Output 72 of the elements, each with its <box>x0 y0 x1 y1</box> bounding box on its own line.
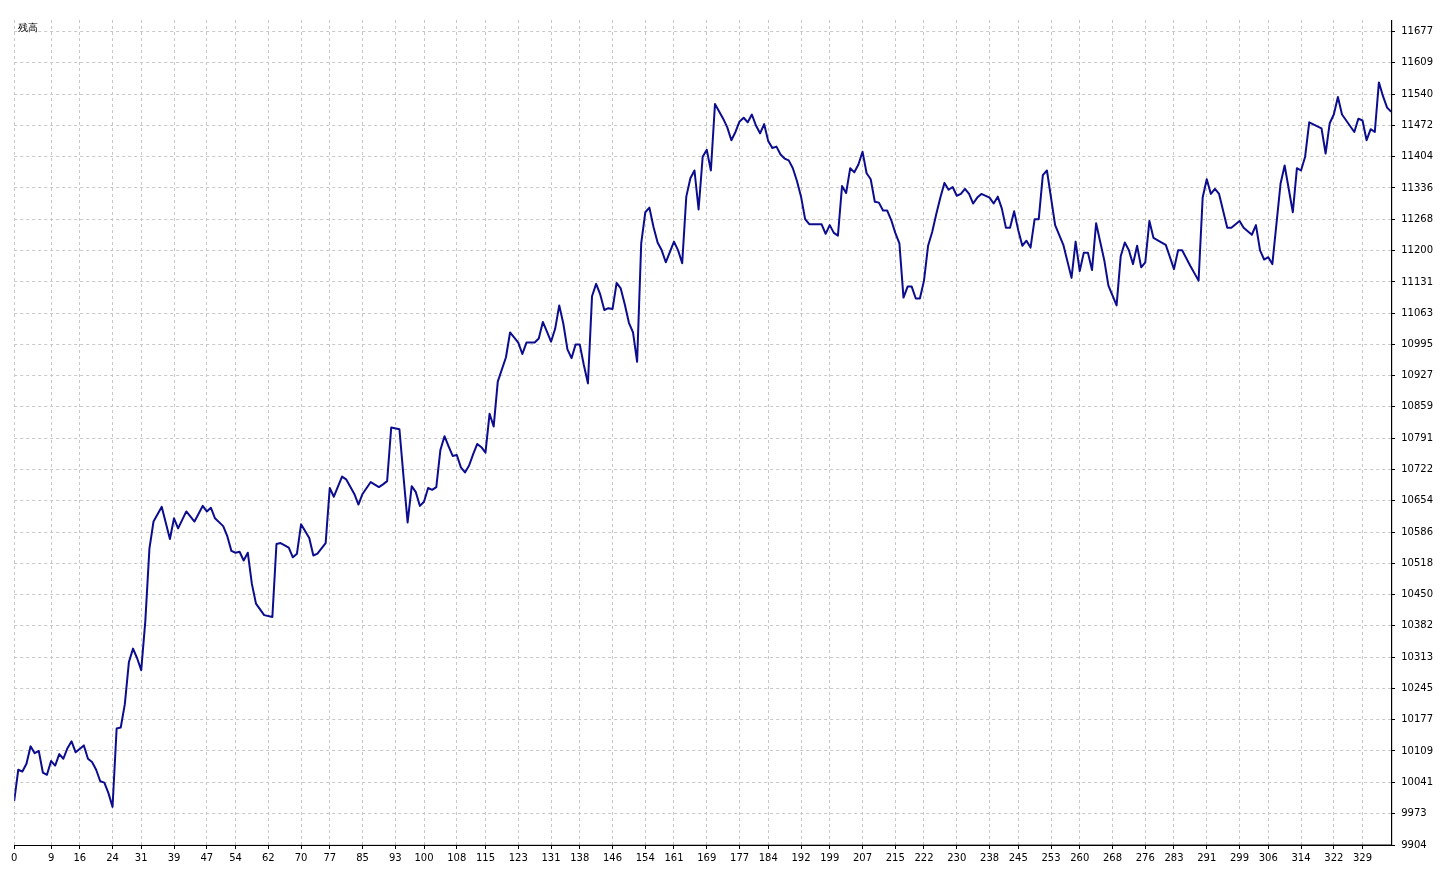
x-tick-label: 54 <box>229 851 242 863</box>
y-tick-label: 9904 <box>1401 838 1427 850</box>
y-tick-label: 11404 <box>1401 150 1433 162</box>
x-tick-label: 314 <box>1291 851 1311 863</box>
y-tick-label: 11131 <box>1401 275 1433 287</box>
y-tick-label: 10995 <box>1401 338 1433 349</box>
y-tick-label: 9973 <box>1401 806 1427 818</box>
x-tick-label: 199 <box>820 851 840 863</box>
x-tick-label: 245 <box>1008 851 1028 863</box>
y-tick-label: 11677 <box>1401 25 1433 37</box>
y-tick-label: 10313 <box>1401 650 1433 662</box>
y-tick-label: 11540 <box>1401 87 1433 99</box>
x-tick-label: 299 <box>1230 851 1250 863</box>
x-tick-label: 329 <box>1352 851 1373 863</box>
x-tick-label: 85 <box>356 851 369 863</box>
x-tick-label: 177 <box>730 851 750 863</box>
y-tick-label: 10722 <box>1401 463 1433 475</box>
y-tick-label: 10382 <box>1401 619 1433 631</box>
x-tick-label: 100 <box>414 851 434 863</box>
x-tick-label: 276 <box>1135 851 1155 863</box>
x-tick-label: 268 <box>1102 851 1123 863</box>
y-tick-label: 11472 <box>1401 119 1433 131</box>
x-tick-label: 230 <box>947 851 967 863</box>
x-tick-label: 222 <box>914 851 934 863</box>
y-tick-label: 11336 <box>1401 181 1433 193</box>
chart-title: 残高 <box>18 22 39 34</box>
x-tick-label: 108 <box>447 851 467 863</box>
y-tick-label: 10177 <box>1401 713 1433 725</box>
x-tick-label: 131 <box>541 851 561 863</box>
x-tick-label: 47 <box>200 851 214 863</box>
x-tick-label: 24 <box>106 851 119 863</box>
x-tick-label: 115 <box>475 851 496 863</box>
y-tick-label: 10109 <box>1401 744 1433 756</box>
y-tick-label: 10791 <box>1401 431 1433 443</box>
x-tick-label: 123 <box>508 851 528 863</box>
y-tick-label: 10041 <box>1401 775 1433 787</box>
x-tick-label: 169 <box>697 851 717 863</box>
x-tick-label: 146 <box>602 851 623 863</box>
y-tick-label: 11200 <box>1401 243 1433 255</box>
x-tick-label: 39 <box>167 851 181 863</box>
x-tick-label: 291 <box>1197 851 1217 863</box>
x-tick-label: 322 <box>1324 851 1344 863</box>
y-tick-label: 10859 <box>1401 400 1433 412</box>
y-tick-label: 10586 <box>1401 525 1433 537</box>
x-tick-label: 161 <box>664 851 684 863</box>
x-tick-label: 283 <box>1164 851 1184 863</box>
x-tick-label: 138 <box>570 851 590 863</box>
x-tick-label: 192 <box>791 851 811 863</box>
x-tick-label: 207 <box>852 851 873 863</box>
x-tick-label: 0 <box>10 851 18 863</box>
y-tick-label: 10518 <box>1401 556 1433 568</box>
y-tick-label: 11609 <box>1401 56 1433 68</box>
y-tick-label: 10450 <box>1401 588 1433 600</box>
y-tick-label: 11063 <box>1401 306 1433 318</box>
x-tick-label: 16 <box>73 851 87 863</box>
y-tick-label: 10654 <box>1401 494 1433 506</box>
y-tick-label: 10927 <box>1401 369 1433 381</box>
y-tick-label: 11268 <box>1401 212 1433 224</box>
x-tick-label: 77 <box>323 851 337 863</box>
x-tick-label: 62 <box>261 851 275 863</box>
x-tick-label: 215 <box>885 851 905 863</box>
x-tick-label: 260 <box>1070 851 1090 863</box>
x-tick-label: 31 <box>134 851 148 863</box>
x-tick-label: 238 <box>980 851 1000 863</box>
x-tick-label: 9 <box>47 851 55 863</box>
x-tick-label: 253 <box>1041 851 1061 863</box>
x-tick-label: 306 <box>1258 851 1278 863</box>
x-tick-label: 154 <box>635 851 655 863</box>
x-tick-label: 93 <box>388 851 402 863</box>
x-tick-label: 70 <box>294 851 308 863</box>
y-tick-label: 10245 <box>1401 682 1433 694</box>
x-tick-label: 184 <box>758 851 778 863</box>
